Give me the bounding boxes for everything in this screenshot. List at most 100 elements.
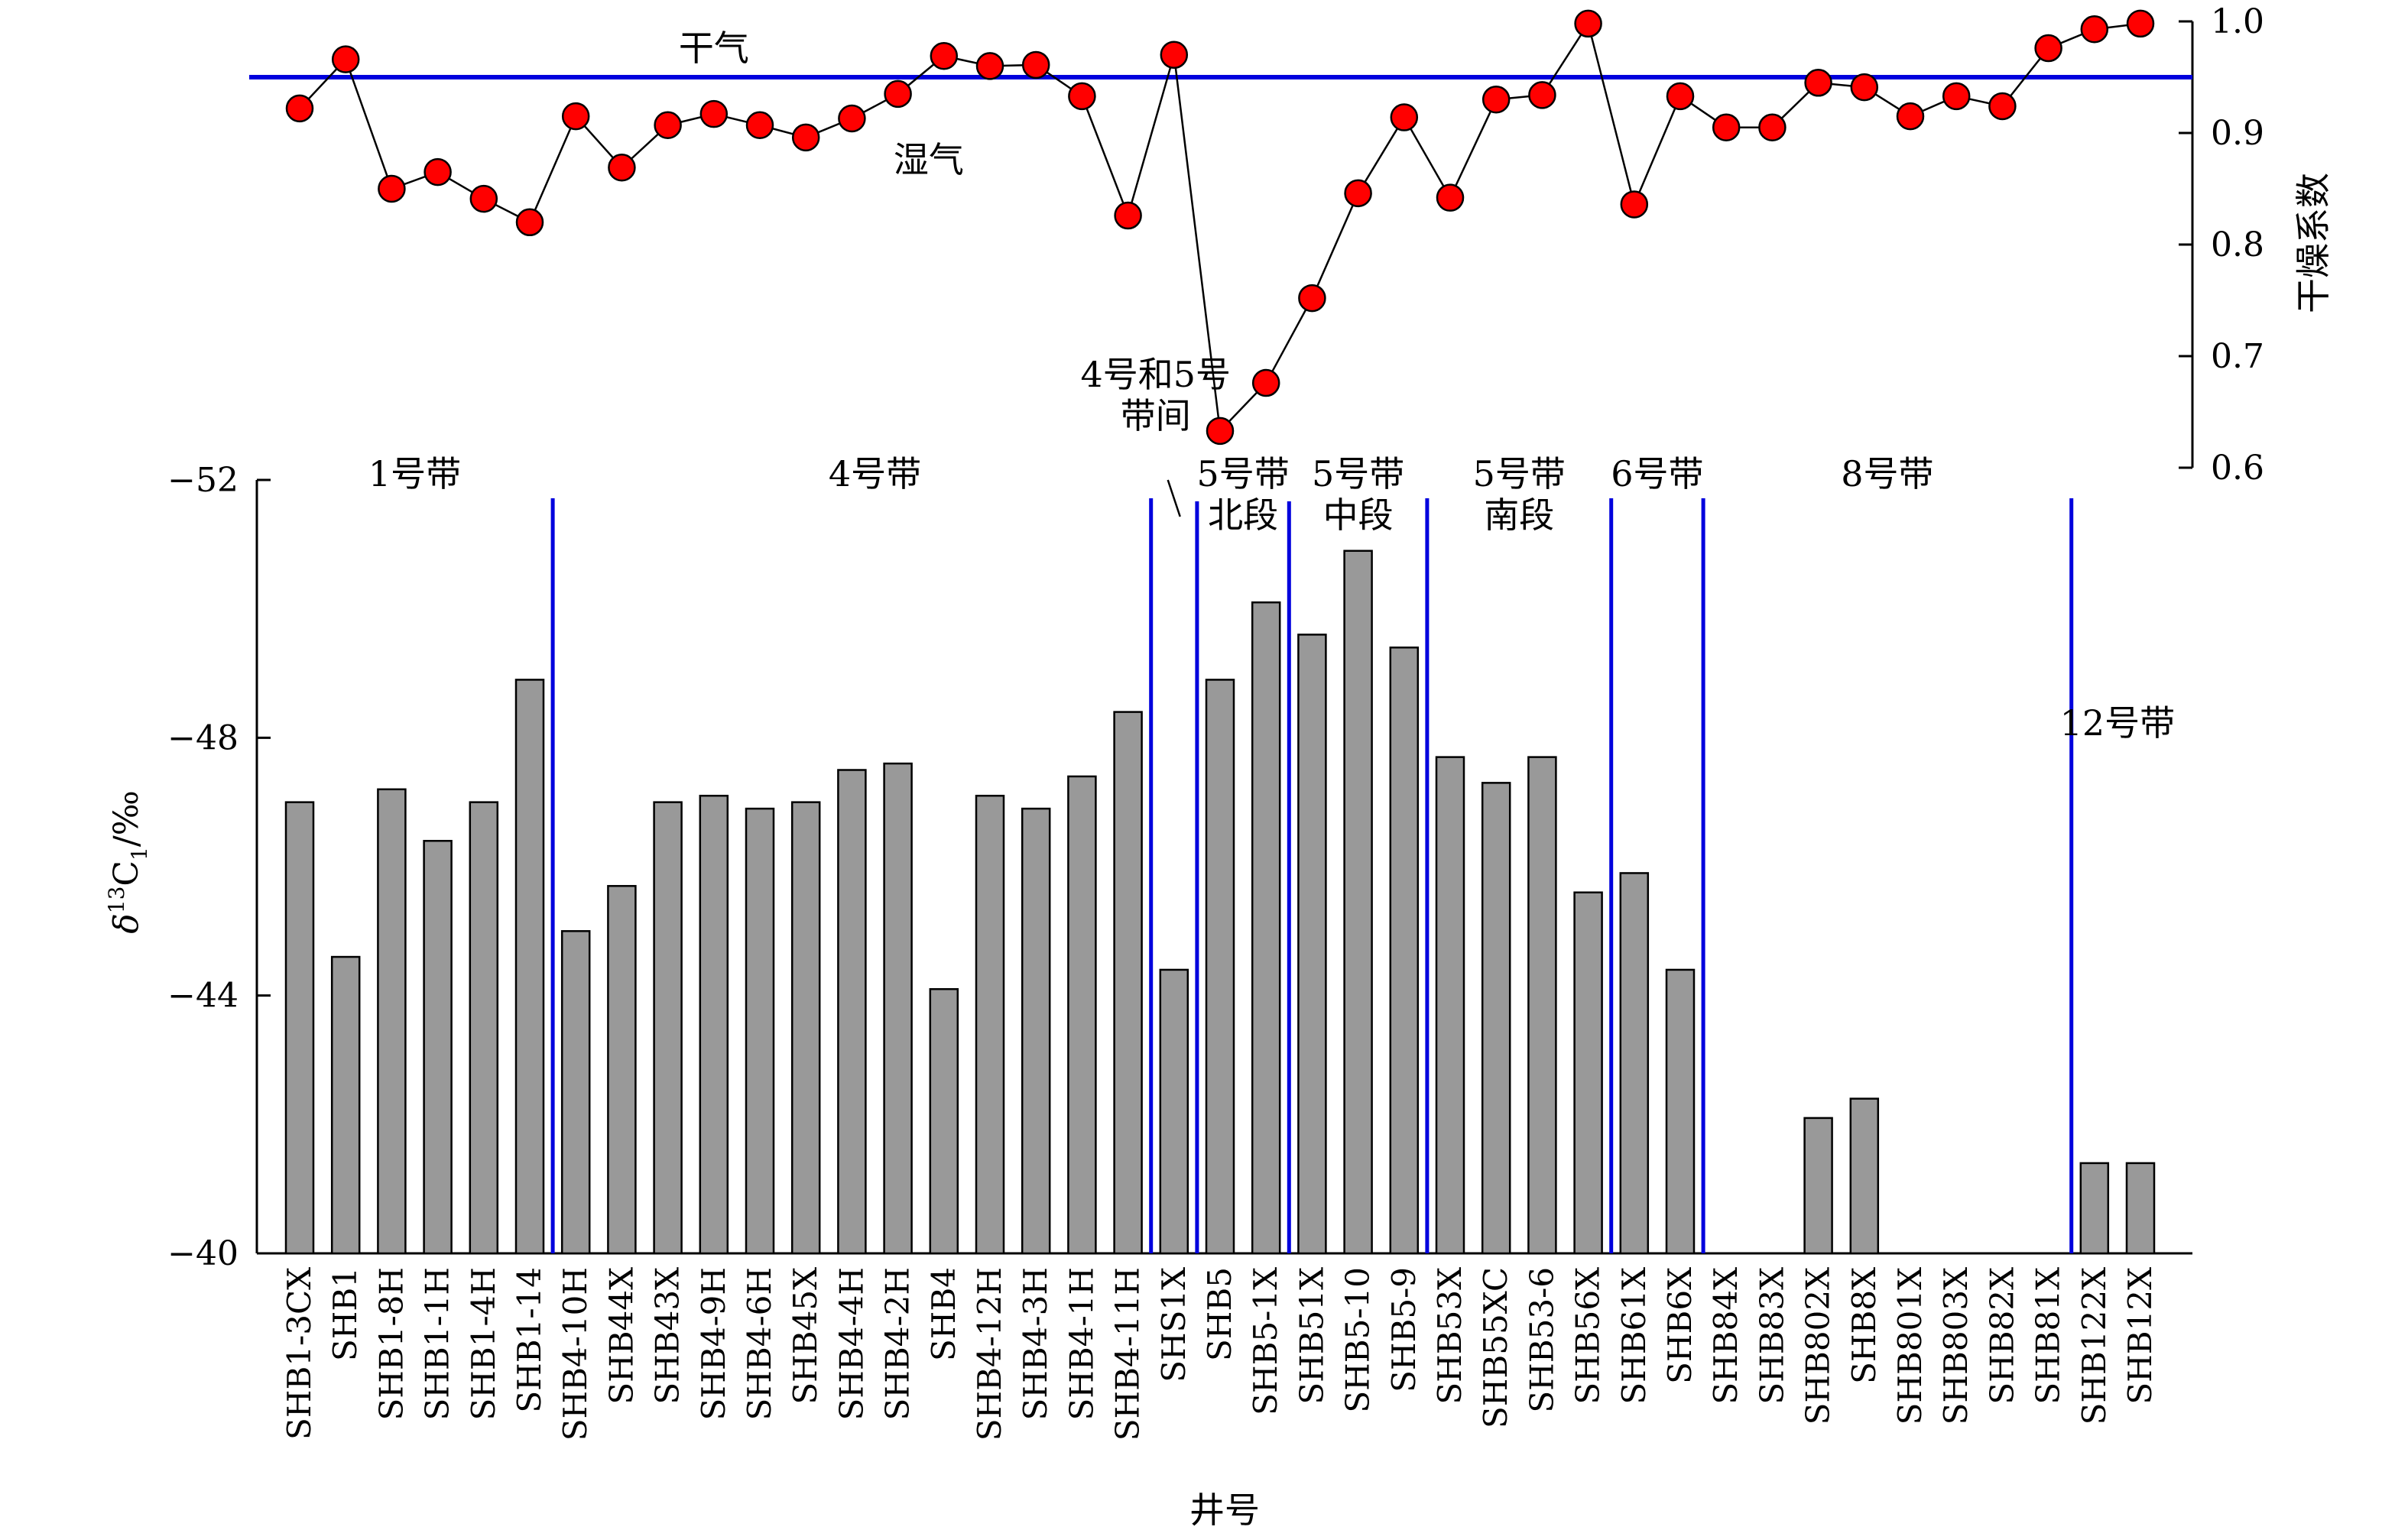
bar-SHB122X [2079, 1162, 2110, 1255]
bar-SHB5-9 [1389, 647, 1420, 1255]
bar-y-tick-label: −44 [167, 977, 239, 1016]
dryness-series-points [285, 9, 2155, 446]
x-tick-SHB4-12H: SHB4-12H [971, 1267, 1008, 1441]
bar-SHB53X [1435, 756, 1465, 1255]
zone-label: 南段 [1484, 494, 1554, 536]
x-tick-SHB122X: SHB122X [2075, 1267, 2113, 1425]
x-tick-SHB5: SHB5 [1201, 1267, 1238, 1361]
x-tick-SHB43X: SHB43X [649, 1267, 686, 1405]
dryness-point-SHB5-10 [1344, 179, 1372, 208]
dryness-point-SHB1-3CX [285, 94, 314, 123]
x-tick-SHB51X: SHB51X [1293, 1267, 1330, 1405]
dryness-point-SHB44X [608, 154, 636, 182]
zone-label: 1号带 [368, 453, 461, 494]
x-tick-SHB56X: SHB56X [1569, 1267, 1607, 1405]
x-tick-SHB5-1X: SHB5-1X [1247, 1267, 1284, 1415]
dry-gas-label: 干气 [679, 28, 749, 69]
dryness-point-SHB53X [1436, 183, 1465, 212]
x-tick-SHB61X: SHB61X [1615, 1267, 1653, 1405]
bar-SHB4-10H [560, 930, 591, 1255]
x-axis-title: 井号 [1189, 1489, 1260, 1530]
dryness-y-ticks: 0.6 0.7 0.8 0.9 1.0 [2179, 2, 2264, 488]
bar-SHB53-6 [1527, 756, 1557, 1255]
dryness-point-SHB55XC [1481, 85, 1511, 114]
zone-label: 5号带 [1312, 453, 1404, 494]
x-tick-SHB83X: SHB83X [1753, 1267, 1790, 1405]
x-tick-SHB44X: SHB44X [602, 1267, 640, 1405]
zone-label: 带间 [1121, 395, 1191, 436]
bar-SHB51X [1297, 634, 1327, 1255]
bar-SHB1-1H [423, 840, 453, 1255]
bar-SHB1-8H [377, 788, 407, 1255]
zone-label: 5号带 [1473, 453, 1566, 494]
bar-SHB44X [607, 885, 637, 1255]
dryness-point-SHB1-14 [515, 208, 544, 237]
dryness-point-SHB1-1H [424, 157, 452, 186]
x-tick-SHB1: SHB1 [326, 1267, 364, 1361]
bar-SHB4-12H [975, 794, 1005, 1255]
bar-SHS1X [1159, 968, 1189, 1255]
zone-label: 4号和5号 [1080, 354, 1231, 395]
bar-SHB6X [1665, 968, 1696, 1255]
x-tick-SHB82X: SHB82X [1983, 1267, 2020, 1405]
ylabel-sup: 13 [104, 887, 129, 914]
bar-SHB8X [1849, 1097, 1880, 1255]
dryness-point-SHB12X [2126, 9, 2155, 38]
dryness-point-SHS1X [1160, 41, 1189, 70]
dryness-point-SHB5-1X [1251, 368, 1280, 397]
dryness-y-tick-label: 1.0 [2211, 2, 2264, 41]
dryness-point-SHB4-12H [975, 52, 1004, 80]
x-tick-SHB6X: SHB6X [1661, 1267, 1699, 1384]
dryness-point-SHB53-6 [1528, 81, 1556, 109]
zone-label: 北段 [1208, 494, 1278, 536]
zone-label: 6号带 [1611, 453, 1703, 494]
bar-y-ticks: −52 −48 −44 −40 [167, 461, 271, 1273]
x-tick-SHB4-4H: SHB4-4H [832, 1267, 870, 1421]
x-tick-SHS1X: SHS1X [1155, 1267, 1193, 1383]
dryness-point-SHB4-2H [884, 79, 912, 109]
zone-label: 5号带 [1196, 453, 1289, 494]
bar-SHB4-1H [1067, 775, 1097, 1255]
x-tick-SHB1-1H: SHB1-1H [419, 1267, 456, 1421]
dryness-point-SHB82X [1988, 92, 2017, 121]
bar-SHB5 [1205, 679, 1235, 1255]
dryness-point-SHB4-10H [561, 102, 590, 131]
zone-dividers [550, 498, 2074, 1253]
bar-SHB1 [330, 955, 361, 1255]
x-tick-SHB81X: SHB81X [2030, 1267, 2067, 1405]
dryness-point-SHB83X [1758, 113, 1787, 141]
dryness-y-tick-label: 0.7 [2211, 337, 2264, 376]
dryness-point-SHB43X [654, 111, 682, 140]
zone-label: 12号带 [2060, 702, 2176, 744]
x-tick-SHB53-6: SHB53-6 [1523, 1267, 1560, 1413]
dryness-point-SHB84X [1712, 113, 1741, 141]
dryness-point-SHB1-8H [378, 174, 406, 203]
dryness-point-SHB4-1H [1068, 82, 1096, 111]
bar-SHB1-4H [469, 801, 499, 1255]
dryness-point-SHB4-6H [745, 111, 774, 140]
x-tick-SHB45X: SHB45X [787, 1267, 824, 1405]
bar-SHB61X [1619, 872, 1650, 1255]
x-tick-SHB55XC: SHB55XC [1477, 1267, 1514, 1428]
bar-SHB56X [1573, 891, 1603, 1255]
dryness-point-SHB4-3H [1021, 50, 1050, 79]
x-tick-SHB84X: SHB84X [1707, 1267, 1744, 1405]
bar-y-tick-label: −48 [167, 718, 239, 757]
x-tick-SHB5-9: SHB5-9 [1385, 1267, 1423, 1392]
dryness-point-SHB1 [331, 45, 360, 73]
x-tick-SHB1-8H: SHB1-8H [372, 1267, 410, 1421]
x-tick-SHB8X: SHB8X [1845, 1267, 1883, 1384]
bar-SHB4-11H [1113, 711, 1143, 1255]
x-tick-SHB4-6H: SHB4-6H [741, 1267, 778, 1421]
x-tick-SHB1-14: SHB1-14 [511, 1267, 548, 1413]
x-tick-SHB53X: SHB53X [1431, 1267, 1468, 1405]
dryness-point-SHB803X [1942, 82, 1971, 111]
ylabel-sub: 1 [127, 847, 152, 861]
dryness-y-tick-label: 0.8 [2211, 225, 2264, 264]
dryness-point-SHB4-11H [1114, 201, 1142, 230]
dryness-point-SHB5 [1206, 417, 1235, 446]
x-tick-SHB4-9H: SHB4-9H [695, 1267, 732, 1421]
dryness-point-SHB56X [1574, 9, 1602, 38]
